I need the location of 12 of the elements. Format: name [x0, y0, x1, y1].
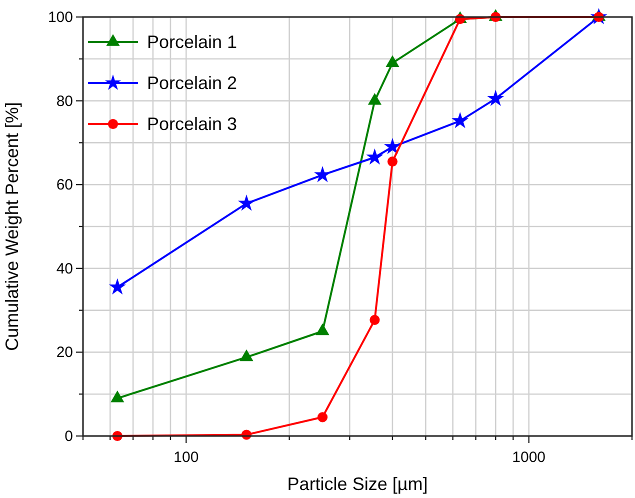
legend-label: Porcelain 1 — [147, 32, 238, 52]
y-tick-label: 60 — [56, 176, 73, 194]
y-tick-label: 100 — [48, 9, 73, 26]
y-tick-label: 80 — [56, 92, 73, 110]
y-tick-label: 0 — [64, 428, 73, 445]
x-tick-label: 1000 — [512, 449, 546, 466]
legend-label: Porcelain 2 — [147, 73, 238, 93]
y-axis-title: Cumulative Weight Percent [%] — [2, 102, 22, 351]
y-tick-label: 20 — [56, 344, 73, 362]
x-axis-title: Particle Size [µm] — [287, 474, 428, 494]
legend-label: Porcelain 3 — [147, 114, 238, 134]
y-tick-label: 40 — [56, 260, 73, 278]
